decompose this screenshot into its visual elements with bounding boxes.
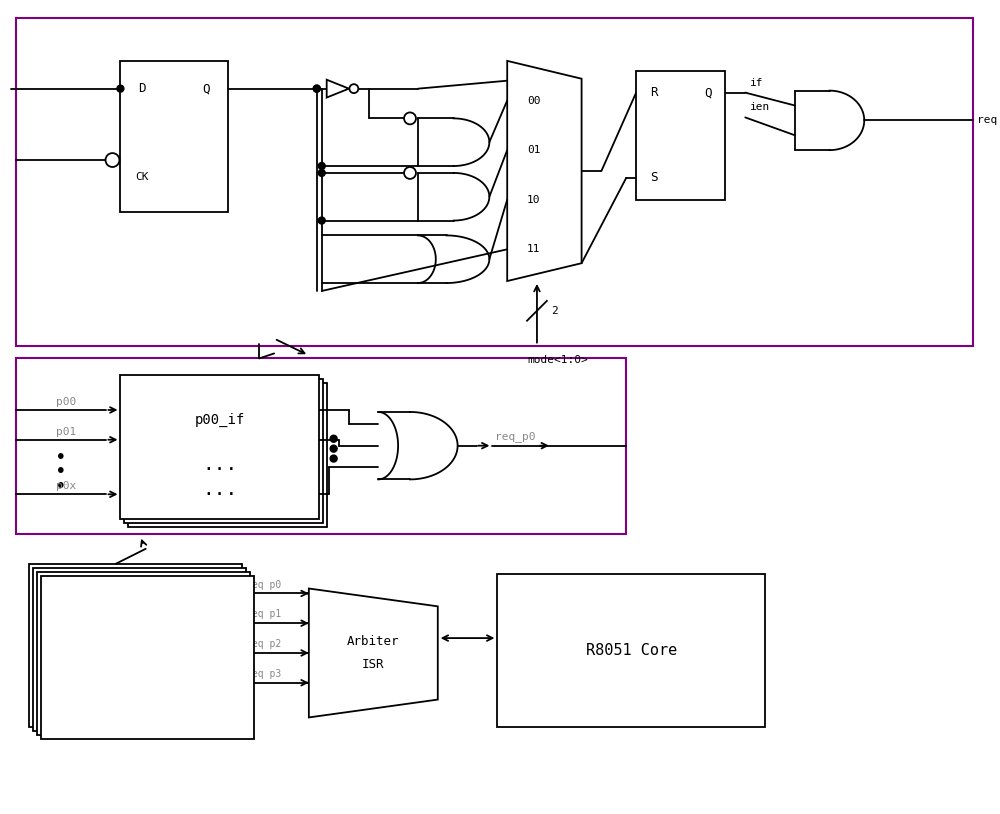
Text: 01: 01 <box>527 145 541 155</box>
Circle shape <box>318 163 325 169</box>
Text: p00: p00 <box>56 397 76 407</box>
Text: p01: p01 <box>56 427 76 437</box>
Text: Q: Q <box>202 82 209 95</box>
Bar <box>41 575 254 739</box>
Text: mode<1:0>: mode<1:0> <box>527 356 588 365</box>
Text: 11: 11 <box>527 244 541 254</box>
Circle shape <box>106 153 119 167</box>
Text: ...: ... <box>202 479 237 499</box>
Text: req p0: req p0 <box>246 580 282 589</box>
Bar <box>16 358 626 534</box>
Polygon shape <box>327 80 349 98</box>
Circle shape <box>330 435 337 442</box>
Text: 00: 00 <box>527 95 541 106</box>
Text: •: • <box>55 477 67 497</box>
Polygon shape <box>309 589 438 717</box>
Circle shape <box>330 455 337 462</box>
Text: if: if <box>750 77 764 88</box>
Text: Q: Q <box>704 86 711 99</box>
Text: req: req <box>977 116 998 125</box>
Text: req p1: req p1 <box>246 610 282 619</box>
Bar <box>636 71 725 199</box>
Text: R: R <box>650 86 658 99</box>
Circle shape <box>313 85 320 92</box>
Circle shape <box>117 85 124 92</box>
Bar <box>37 571 250 735</box>
Text: req p3: req p3 <box>246 669 282 679</box>
Text: p0x: p0x <box>56 481 76 492</box>
Bar <box>497 574 765 728</box>
Bar <box>16 18 973 345</box>
Bar <box>33 567 246 731</box>
Bar <box>120 61 228 212</box>
Text: •: • <box>55 448 67 466</box>
Text: 10: 10 <box>527 195 541 204</box>
Bar <box>124 379 323 523</box>
Text: p00_if: p00_if <box>194 413 245 427</box>
Circle shape <box>404 112 416 125</box>
Text: D: D <box>138 82 146 95</box>
Bar <box>128 383 327 527</box>
Bar <box>29 564 242 728</box>
Text: req p2: req p2 <box>246 639 282 649</box>
Circle shape <box>318 217 325 224</box>
Text: CK: CK <box>135 172 149 182</box>
Circle shape <box>349 84 358 93</box>
Text: ien: ien <box>750 103 770 112</box>
Text: ext0: ext0 <box>118 648 154 663</box>
Circle shape <box>313 85 320 92</box>
Circle shape <box>318 169 325 177</box>
Text: ISR: ISR <box>362 659 385 672</box>
Circle shape <box>330 445 337 452</box>
Text: Arbiter: Arbiter <box>347 635 400 648</box>
Text: req_p0: req_p0 <box>495 431 536 442</box>
Text: ...: ... <box>202 455 237 474</box>
Polygon shape <box>507 61 582 281</box>
Text: S: S <box>650 172 658 185</box>
Text: •: • <box>55 462 67 481</box>
Circle shape <box>404 167 416 179</box>
Bar <box>120 375 319 519</box>
Text: 2: 2 <box>551 306 558 316</box>
Text: R8051 Core: R8051 Core <box>586 643 677 658</box>
